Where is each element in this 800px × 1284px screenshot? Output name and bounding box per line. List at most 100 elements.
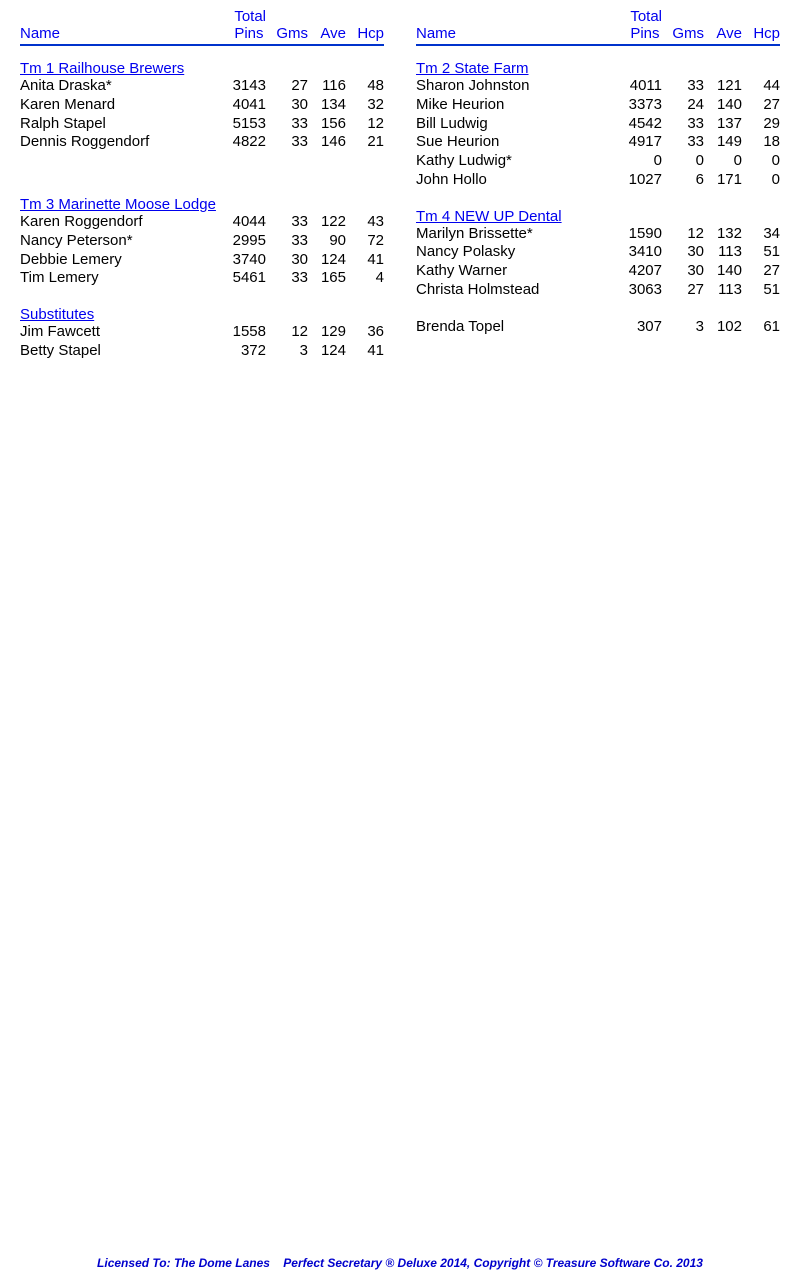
- player-name: Christa Holmstead: [416, 281, 614, 300]
- player-hcp: 0: [742, 152, 780, 171]
- player-gms: 12: [266, 323, 308, 342]
- team-section: Tm 2 State FarmSharon Johnston4011331214…: [416, 60, 780, 190]
- player-gms: 33: [662, 115, 704, 134]
- player-pins: 3373: [614, 96, 662, 115]
- player-hcp: 27: [742, 262, 780, 281]
- player-gms: 27: [266, 77, 308, 96]
- player-hcp: 61: [742, 318, 780, 337]
- player-pins: 4917: [614, 133, 662, 152]
- player-row: Kathy Warner42073014027: [416, 262, 780, 281]
- player-row: Sharon Johnston40113312144: [416, 77, 780, 96]
- player-row: Anita Draska*31432711648: [20, 77, 384, 96]
- player-gms: 6: [662, 171, 704, 190]
- player-ave: 132: [704, 225, 742, 244]
- left-column: Name Total Pins Gms Ave Hcp Tm 1 Railhou…: [20, 8, 384, 379]
- player-gms: 3: [266, 342, 308, 361]
- header-name: Name: [20, 25, 218, 42]
- player-row: Mike Heurion33732414027: [416, 96, 780, 115]
- section-title: Tm 3 Marinette Moose Lodge: [20, 196, 384, 213]
- player-name: Tim Lemery: [20, 269, 218, 288]
- player-pins: 3143: [218, 77, 266, 96]
- player-hcp: 18: [742, 133, 780, 152]
- player-pins: 3410: [614, 243, 662, 262]
- player-ave: 140: [704, 96, 742, 115]
- player-row: Jim Fawcett15581212936: [20, 323, 384, 342]
- player-name: Dennis Roggendorf: [20, 133, 218, 152]
- player-name: Karen Menard: [20, 96, 218, 115]
- player-pins: 4041: [218, 96, 266, 115]
- player-name: Brenda Topel: [416, 318, 614, 337]
- player-ave: 129: [308, 323, 346, 342]
- player-name: John Hollo: [416, 171, 614, 190]
- player-ave: 122: [308, 213, 346, 232]
- player-name: Nancy Polasky: [416, 243, 614, 262]
- player-name: Nancy Peterson*: [20, 232, 218, 251]
- player-row: Kathy Ludwig*0000: [416, 152, 780, 171]
- player-hcp: 41: [346, 342, 384, 361]
- player-name: Betty Stapel: [20, 342, 218, 361]
- header-ave: Ave: [704, 25, 742, 42]
- player-hcp: 72: [346, 232, 384, 251]
- right-column: Name Total Pins Gms Ave Hcp Tm 2 State F…: [416, 8, 780, 379]
- player-ave: 171: [704, 171, 742, 190]
- player-ave: 90: [308, 232, 346, 251]
- player-hcp: 12: [346, 115, 384, 134]
- team-section: Tm 1 Railhouse BrewersAnita Draska*31432…: [20, 60, 384, 152]
- player-hcp: 4: [346, 269, 384, 288]
- player-hcp: 51: [742, 281, 780, 300]
- player-row: Karen Menard40413013432: [20, 96, 384, 115]
- player-gms: 30: [662, 243, 704, 262]
- player-pins: 4044: [218, 213, 266, 232]
- header-hcp: Hcp: [742, 25, 780, 42]
- player-name: Debbie Lemery: [20, 251, 218, 270]
- player-ave: 149: [704, 133, 742, 152]
- header-pins: Total Pins: [614, 8, 662, 42]
- player-hcp: 21: [346, 133, 384, 152]
- player-hcp: 48: [346, 77, 384, 96]
- header-gms: Gms: [662, 25, 704, 42]
- header-hcp: Hcp: [346, 25, 384, 42]
- player-ave: 134: [308, 96, 346, 115]
- left-sections: Tm 1 Railhouse BrewersAnita Draska*31432…: [20, 60, 384, 361]
- player-row: Betty Stapel372312441: [20, 342, 384, 361]
- player-row: Nancy Peterson*2995339072: [20, 232, 384, 251]
- player-ave: 124: [308, 251, 346, 270]
- player-ave: 156: [308, 115, 346, 134]
- team-section: Brenda Topel307310261: [416, 318, 780, 337]
- player-gms: 30: [266, 96, 308, 115]
- player-gms: 33: [266, 232, 308, 251]
- player-row: Ralph Stapel51533315612: [20, 115, 384, 134]
- player-gms: 24: [662, 96, 704, 115]
- player-ave: 121: [704, 77, 742, 96]
- player-pins: 0: [614, 152, 662, 171]
- player-pins: 3740: [218, 251, 266, 270]
- player-hcp: 51: [742, 243, 780, 262]
- player-hcp: 29: [742, 115, 780, 134]
- player-name: Ralph Stapel: [20, 115, 218, 134]
- player-pins: 1590: [614, 225, 662, 244]
- player-gms: 33: [266, 213, 308, 232]
- player-ave: 113: [704, 243, 742, 262]
- player-name: Karen Roggendorf: [20, 213, 218, 232]
- player-name: Bill Ludwig: [416, 115, 614, 134]
- player-name: Mike Heurion: [416, 96, 614, 115]
- header-ave: Ave: [308, 25, 346, 42]
- section-title: Tm 2 State Farm: [416, 60, 780, 77]
- player-row: Marilyn Brissette*15901213234: [416, 225, 780, 244]
- player-pins: 2995: [218, 232, 266, 251]
- player-gms: 27: [662, 281, 704, 300]
- player-row: Brenda Topel307310261: [416, 318, 780, 337]
- player-pins: 4207: [614, 262, 662, 281]
- section-title: Tm 1 Railhouse Brewers: [20, 60, 384, 77]
- player-gms: 33: [662, 133, 704, 152]
- player-hcp: 44: [742, 77, 780, 96]
- player-gms: 30: [266, 251, 308, 270]
- player-ave: 113: [704, 281, 742, 300]
- player-ave: 0: [704, 152, 742, 171]
- team-section: Tm 3 Marinette Moose LodgeKaren Roggendo…: [20, 196, 384, 288]
- player-name: Kathy Warner: [416, 262, 614, 281]
- player-pins: 4542: [614, 115, 662, 134]
- player-gms: 33: [266, 133, 308, 152]
- player-gms: 33: [266, 269, 308, 288]
- player-pins: 4011: [614, 77, 662, 96]
